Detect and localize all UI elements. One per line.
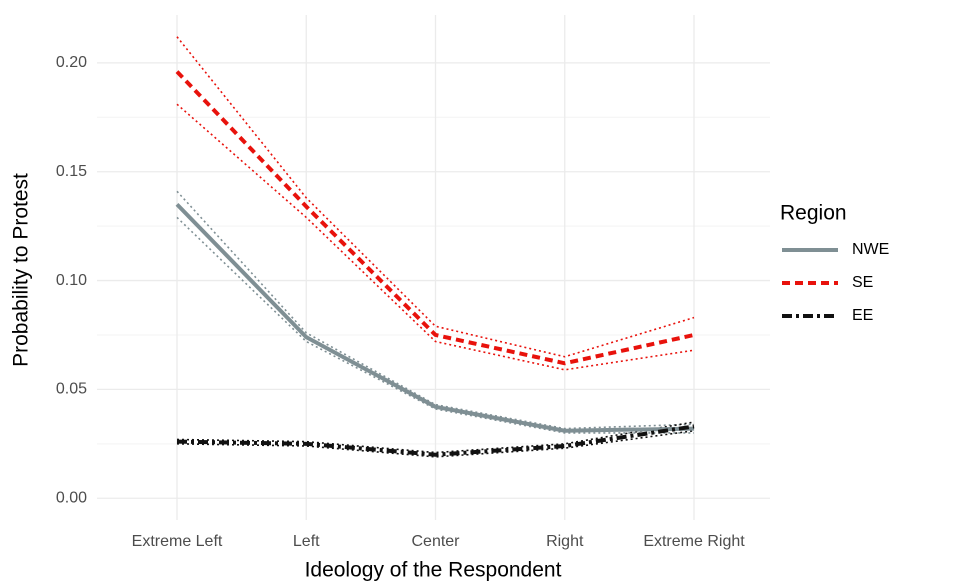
ci-lower-line [176,429,695,458]
series-line [175,202,695,433]
series-line [176,424,695,457]
ci-upper-line [176,421,695,454]
y-tick-label: 0.20 [56,54,87,71]
y-axis-title: Probability to Protest [10,173,33,367]
x-tick-label: Left [293,533,320,550]
ci-upper-line [176,36,695,358]
y-tick-label: 0.15 [56,163,87,180]
x-tick-label: Extreme Right [643,533,745,550]
ci-lower-line [176,103,695,371]
x-tick-label: Extreme Left [132,533,223,550]
y-tick-label: 0.10 [56,272,87,289]
x-tick-label: Right [546,533,584,550]
series-line [175,70,695,366]
y-tick-label: 0.05 [56,381,87,398]
legend-label: EE [852,307,873,324]
x-tick-label: Center [411,533,460,550]
y-tick-label: 0.00 [56,489,87,506]
legend-label: NWE [852,241,889,258]
legend-label: SE [852,274,873,291]
legend-title: Region [780,202,847,225]
x-axis-title: Ideology of the Respondent [305,559,562,582]
